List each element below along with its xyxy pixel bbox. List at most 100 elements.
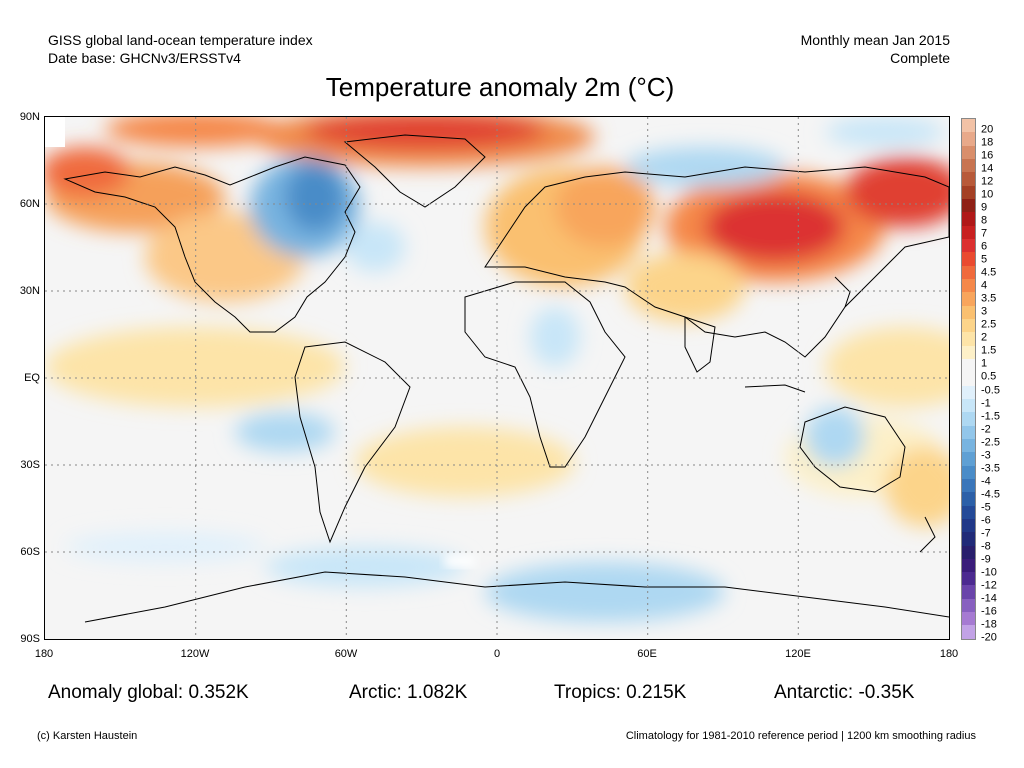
colorbar-label: -0.5	[981, 384, 1000, 396]
colorbar-label: -14	[981, 592, 997, 605]
stat-global: Anomaly global: 0.352K	[48, 682, 249, 703]
colorbar-cell	[961, 572, 976, 586]
colorbar-label: 16	[981, 149, 994, 162]
colorbar-label: -3	[981, 449, 991, 462]
lat-label-30n: 30N	[19, 285, 40, 297]
header-left: GISS global land-ocean temperature index…	[48, 31, 313, 67]
colorbar-cell	[961, 158, 976, 173]
lat-label-90s: 90S	[20, 633, 40, 645]
colorbar-cell	[961, 265, 976, 279]
colorbar-label: -8	[981, 540, 991, 553]
colorbar-cell	[961, 398, 976, 413]
colorbar-label: 18	[981, 136, 994, 149]
colorbar-label: -6	[981, 514, 991, 527]
colorbar-cell	[961, 385, 976, 399]
colorbar-cell	[961, 332, 976, 346]
lat-label-90n: 90N	[19, 111, 40, 123]
lon-label-180w: 180	[34, 648, 54, 660]
colorbar-label: 4.5	[981, 266, 997, 279]
colorbar-cell	[961, 172, 976, 186]
colorbar-label: 1	[981, 357, 988, 370]
colorbar-cell	[961, 425, 976, 439]
colorbar-label: 7	[981, 227, 988, 240]
colorbar-cell	[961, 452, 976, 466]
period-label: Monthly mean Jan 2015	[800, 32, 950, 48]
lon-label-120e: 120E	[785, 648, 811, 660]
colorbar	[961, 118, 976, 640]
lon-label-180e: 180	[939, 648, 959, 660]
colorbar-cell	[961, 545, 976, 559]
dataset-title: GISS global land-ocean temperature index	[48, 32, 313, 48]
stat-tropics: Tropics: 0.215K	[554, 682, 687, 703]
lon-label-0: 0	[493, 648, 501, 660]
climatology-note: Climatology for 1981-2010 reference peri…	[625, 730, 976, 742]
colorbar-cell	[961, 612, 976, 626]
colorbar-label: 14	[981, 162, 994, 175]
colorbar-cell	[961, 358, 976, 373]
colorbar-cell	[961, 625, 976, 639]
anomaly-map	[44, 116, 950, 640]
colorbar-cell	[961, 598, 976, 613]
lat-label-eq: EQ	[24, 372, 40, 384]
colorbar-cell	[961, 318, 976, 333]
stat-antarctic: Antarctic: -0.35K	[774, 682, 915, 703]
colorbar-cell	[961, 145, 976, 159]
colorbar-label: 2.5	[981, 318, 997, 331]
colorbar-cell	[961, 585, 976, 599]
colorbar-cell	[961, 372, 976, 386]
graticule	[45, 117, 949, 639]
colorbar-label: 3.5	[981, 292, 997, 305]
colorbar-label: -5	[981, 501, 991, 514]
colorbar-cell	[961, 518, 976, 533]
colorbar-cell	[961, 465, 976, 479]
data-base-label: Date base: GHCNv3/ERSSTv4	[48, 50, 241, 66]
colorbar-label: 9	[981, 201, 988, 214]
colorbar-label: -10	[981, 566, 997, 579]
lat-label-60s: 60S	[20, 546, 40, 558]
colorbar-cell	[961, 238, 976, 253]
colorbar-cell	[961, 532, 976, 546]
copyright: (c) Karsten Haustein	[37, 730, 138, 742]
colorbar-cell	[961, 132, 976, 146]
colorbar-label: 6	[981, 240, 988, 253]
map-svg	[45, 117, 949, 639]
colorbar-label: -18	[981, 618, 997, 631]
header-right: Monthly mean Jan 2015 Complete	[801, 31, 950, 67]
colorbar-label: -16	[981, 605, 997, 618]
colorbar-cell	[961, 558, 976, 573]
anomaly-field	[45, 117, 949, 622]
colorbar-label: -1.5	[981, 410, 1000, 423]
colorbar-cell	[961, 252, 976, 266]
colorbar-label: 4	[981, 279, 988, 292]
colorbar-label: -3.5	[981, 462, 1000, 475]
colorbar-cell	[961, 345, 976, 359]
colorbar-label: -2	[981, 423, 991, 436]
coastlines	[63, 134, 949, 623]
colorbar-label: 3	[981, 305, 988, 318]
lat-label-30s: 30S	[20, 459, 40, 471]
colorbar-label: 0.5	[981, 370, 997, 383]
completeness-label: Complete	[890, 50, 950, 66]
map-title: Temperature anomaly 2m (°C)	[325, 72, 675, 102]
colorbar-cell	[961, 198, 976, 213]
colorbar-label: -4.5	[981, 488, 1000, 501]
colorbar-cell	[961, 438, 976, 453]
colorbar-label: 10	[981, 188, 994, 201]
colorbar-cell	[961, 225, 976, 239]
colorbar-label: -2.5	[981, 436, 1000, 449]
colorbar-cell	[961, 505, 976, 519]
colorbar-label: 5	[981, 253, 988, 266]
colorbar-cell	[961, 278, 976, 293]
lon-label-120w: 120W	[180, 648, 210, 660]
colorbar-cell	[961, 412, 976, 426]
colorbar-cell	[961, 478, 976, 493]
colorbar-label: -12	[981, 579, 997, 592]
colorbar-label: 8	[981, 214, 988, 227]
lon-label-60e: 60E	[637, 648, 657, 660]
colorbar-cell	[961, 492, 976, 506]
colorbar-label: -20	[981, 631, 997, 644]
stat-arctic: Arctic: 1.082K	[349, 682, 468, 703]
colorbar-label: 20	[981, 123, 994, 136]
colorbar-label: -9	[981, 553, 991, 566]
colorbar-cell	[961, 305, 976, 319]
